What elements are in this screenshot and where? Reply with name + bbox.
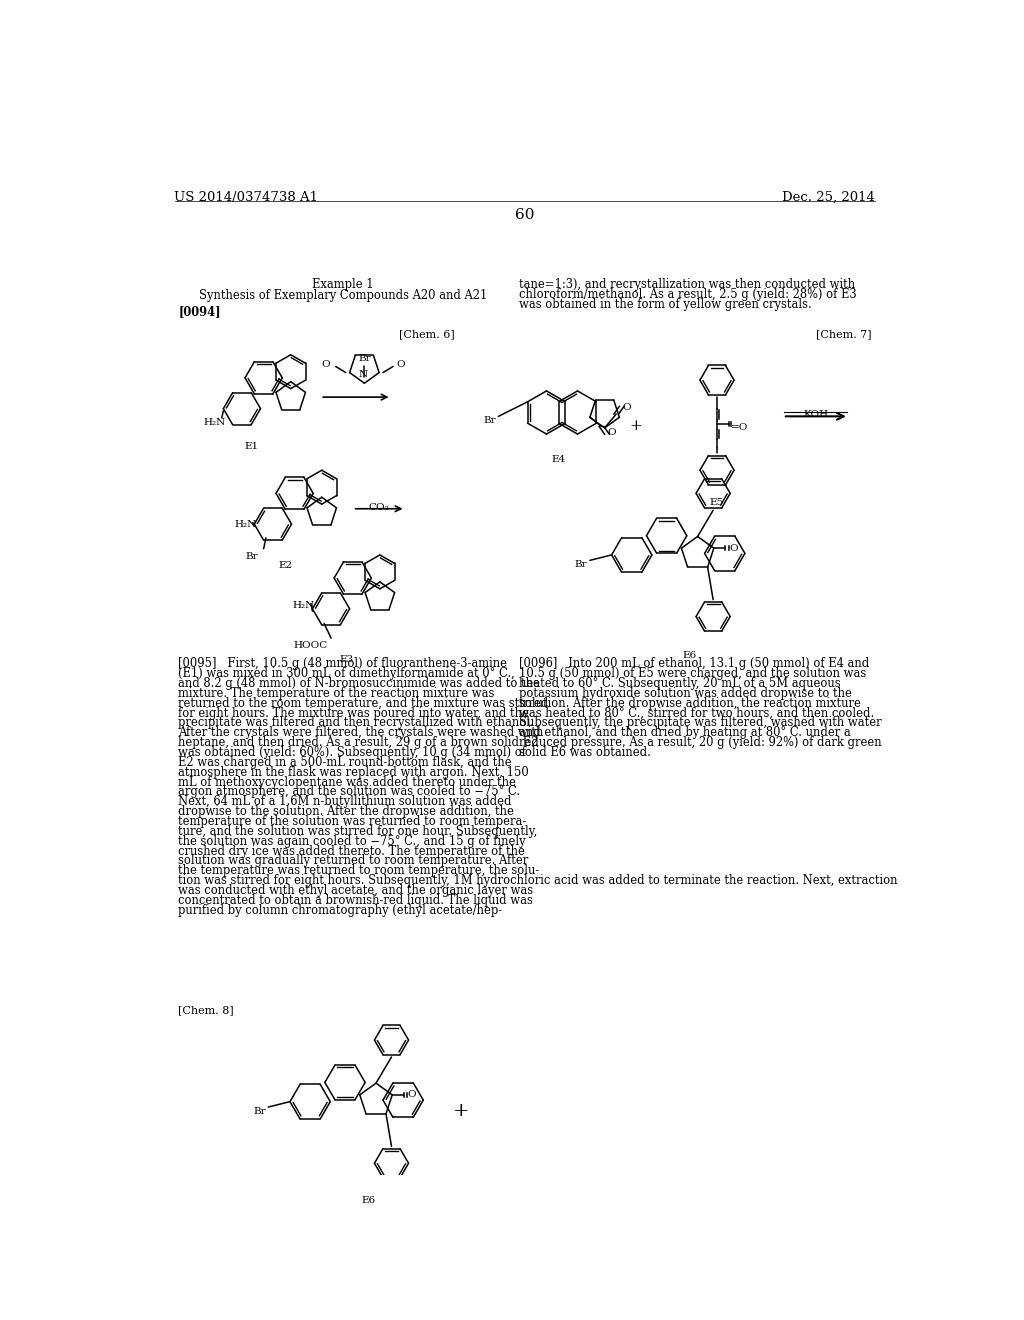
Text: [Chem. 7]: [Chem. 7] [815, 330, 871, 339]
Text: potassium hydroxide solution was added dropwise to the: potassium hydroxide solution was added d… [519, 686, 852, 700]
Text: for eight hours. The mixture was poured into water, and the: for eight hours. The mixture was poured … [178, 706, 529, 719]
Text: ture, and the solution was stirred for one hour. Subsequently,: ture, and the solution was stirred for o… [178, 825, 538, 838]
Text: [Chem. 6]: [Chem. 6] [399, 330, 455, 339]
Text: [0094]: [0094] [178, 305, 221, 318]
Text: was obtained in the form of yellow green crystals.: was obtained in the form of yellow green… [519, 298, 812, 310]
Text: solution was gradually returned to room temperature. After: solution was gradually returned to room … [178, 854, 528, 867]
Text: returned to the room temperature, and the mixture was stirred: returned to the room temperature, and th… [178, 697, 549, 710]
Text: atmosphere in the flask was replaced with argon. Next, 150: atmosphere in the flask was replaced wit… [178, 766, 529, 779]
Text: E6: E6 [361, 1196, 376, 1205]
Text: E2: E2 [279, 561, 293, 570]
Text: heated to 60° C. Subsequently, 20 mL of a 5M aqueous: heated to 60° C. Subsequently, 20 mL of … [519, 677, 841, 690]
Text: [0096]   Into 200 mL of ethanol, 13.1 g (50 mmol) of E4 and: [0096] Into 200 mL of ethanol, 13.1 g (5… [519, 657, 869, 671]
Text: E4: E4 [551, 455, 565, 463]
Text: the solution was again cooled to −75° C., and 15 g of finely: the solution was again cooled to −75° C.… [178, 834, 526, 847]
Text: chloroform/methanol. As a result, 2.5 g (yield: 28%) of E3: chloroform/methanol. As a result, 2.5 g … [519, 288, 857, 301]
Text: mL of methoxycyclopentane was added thereto under the: mL of methoxycyclopentane was added ther… [178, 776, 516, 788]
Text: [0095]   First, 10.5 g (48 mmol) of fluoranthene-3-amine: [0095] First, 10.5 g (48 mmol) of fluora… [178, 657, 507, 671]
Text: was heated to 80° C., stirred for two hours, and then cooled.: was heated to 80° C., stirred for two ho… [519, 706, 874, 719]
Text: N: N [358, 371, 368, 379]
Text: O: O [322, 360, 331, 370]
Text: solution. After the dropwise addition, the reaction mixture: solution. After the dropwise addition, t… [519, 697, 861, 710]
Text: H₂N: H₂N [292, 601, 314, 610]
Text: O: O [623, 404, 631, 412]
Text: was obtained (yield: 60%). Subsequently, 10 g (34 mmol) of: was obtained (yield: 60%). Subsequently,… [178, 746, 526, 759]
Text: tane=1:3), and recrystallization was then conducted with: tane=1:3), and recrystallization was the… [519, 277, 855, 290]
Text: +: + [630, 418, 642, 433]
Text: H₂N: H₂N [203, 418, 225, 426]
Text: Dec. 25, 2014: Dec. 25, 2014 [782, 191, 876, 203]
Text: 10.5 g (50 mmol) of E5 were charged, and the solution was: 10.5 g (50 mmol) of E5 were charged, and… [519, 667, 866, 680]
Text: Example 1: Example 1 [312, 277, 374, 290]
Text: purified by column chromatography (ethyl acetate/hep-: purified by column chromatography (ethyl… [178, 904, 503, 917]
Text: Next, 64 mL of a 1.6M n-butyllithium solution was added: Next, 64 mL of a 1.6M n-butyllithium sol… [178, 796, 512, 808]
Text: solid E6 was obtained.: solid E6 was obtained. [519, 746, 651, 759]
Text: and 8.2 g (48 mmol) of N-bromosuccinimide was added to the: and 8.2 g (48 mmol) of N-bromosuccinimid… [178, 677, 541, 690]
Text: Br: Br [574, 561, 588, 569]
Text: and ethanol, and then dried by heating at 80° C. under a: and ethanol, and then dried by heating a… [519, 726, 851, 739]
Text: CO₂: CO₂ [369, 503, 389, 512]
Text: E3: E3 [340, 655, 353, 664]
Text: reduced pressure. As a result, 20 g (yield: 92%) of dark green: reduced pressure. As a result, 20 g (yie… [519, 737, 882, 750]
Text: 60: 60 [515, 209, 535, 223]
Text: E5: E5 [710, 498, 724, 507]
Text: H₂N: H₂N [234, 520, 256, 529]
Text: Subsequently, the precipitate was filtered, washed with water: Subsequently, the precipitate was filter… [519, 717, 882, 730]
Text: KOH: KOH [803, 411, 828, 420]
Text: E2 was charged in a 500-mL round-bottom flask, and the: E2 was charged in a 500-mL round-bottom … [178, 756, 512, 770]
Text: mixture. The temperature of the reaction mixture was: mixture. The temperature of the reaction… [178, 686, 495, 700]
Text: O: O [408, 1090, 417, 1100]
Text: precipitate was filtered and then recrystallized with ethanol.: precipitate was filtered and then recrys… [178, 717, 535, 730]
Text: HOOC: HOOC [293, 642, 328, 651]
Text: O: O [607, 428, 616, 437]
Text: was conducted with ethyl acetate, and the organic layer was: was conducted with ethyl acetate, and th… [178, 884, 534, 898]
Text: Br: Br [358, 354, 371, 363]
Text: Br: Br [483, 416, 496, 425]
Text: concentrated to obtain a brownish-red liquid. The liquid was: concentrated to obtain a brownish-red li… [178, 894, 534, 907]
Text: Synthesis of Exemplary Compounds A20 and A21: Synthesis of Exemplary Compounds A20 and… [199, 289, 487, 301]
Text: O: O [729, 544, 738, 553]
Text: argon atmosphere, and the solution was cooled to −75° C.: argon atmosphere, and the solution was c… [178, 785, 520, 799]
Text: Br: Br [253, 1107, 266, 1115]
Text: (E1) was mixed in 300 mL of dimethylformamide at 0° C.,: (E1) was mixed in 300 mL of dimethylform… [178, 667, 515, 680]
Text: E6: E6 [683, 651, 697, 660]
Text: [Chem. 8]: [Chem. 8] [178, 1006, 234, 1015]
Text: +: + [453, 1102, 469, 1119]
Text: After the crystals were filtered, the crystals were washed with: After the crystals were filtered, the cr… [178, 726, 544, 739]
Text: E1: E1 [245, 442, 259, 450]
Text: heptane, and then dried. As a result, 29 g of a brown solid E2: heptane, and then dried. As a result, 29… [178, 737, 539, 750]
Text: the temperature was returned to room temperature, the solu-: the temperature was returned to room tem… [178, 865, 540, 878]
Text: Br: Br [246, 552, 258, 561]
Text: =O: =O [731, 422, 749, 432]
Text: O: O [396, 360, 404, 370]
Text: US 2014/0374738 A1: US 2014/0374738 A1 [174, 191, 318, 203]
Text: tion was stirred for eight hours. Subsequently, 1M hydrochloric acid was added t: tion was stirred for eight hours. Subseq… [178, 874, 898, 887]
Text: crushed dry ice was added thereto. The temperature of the: crushed dry ice was added thereto. The t… [178, 845, 525, 858]
Text: temperature of the solution was returned to room tempera-: temperature of the solution was returned… [178, 814, 526, 828]
Text: dropwise to the solution. After the dropwise addition, the: dropwise to the solution. After the drop… [178, 805, 514, 818]
